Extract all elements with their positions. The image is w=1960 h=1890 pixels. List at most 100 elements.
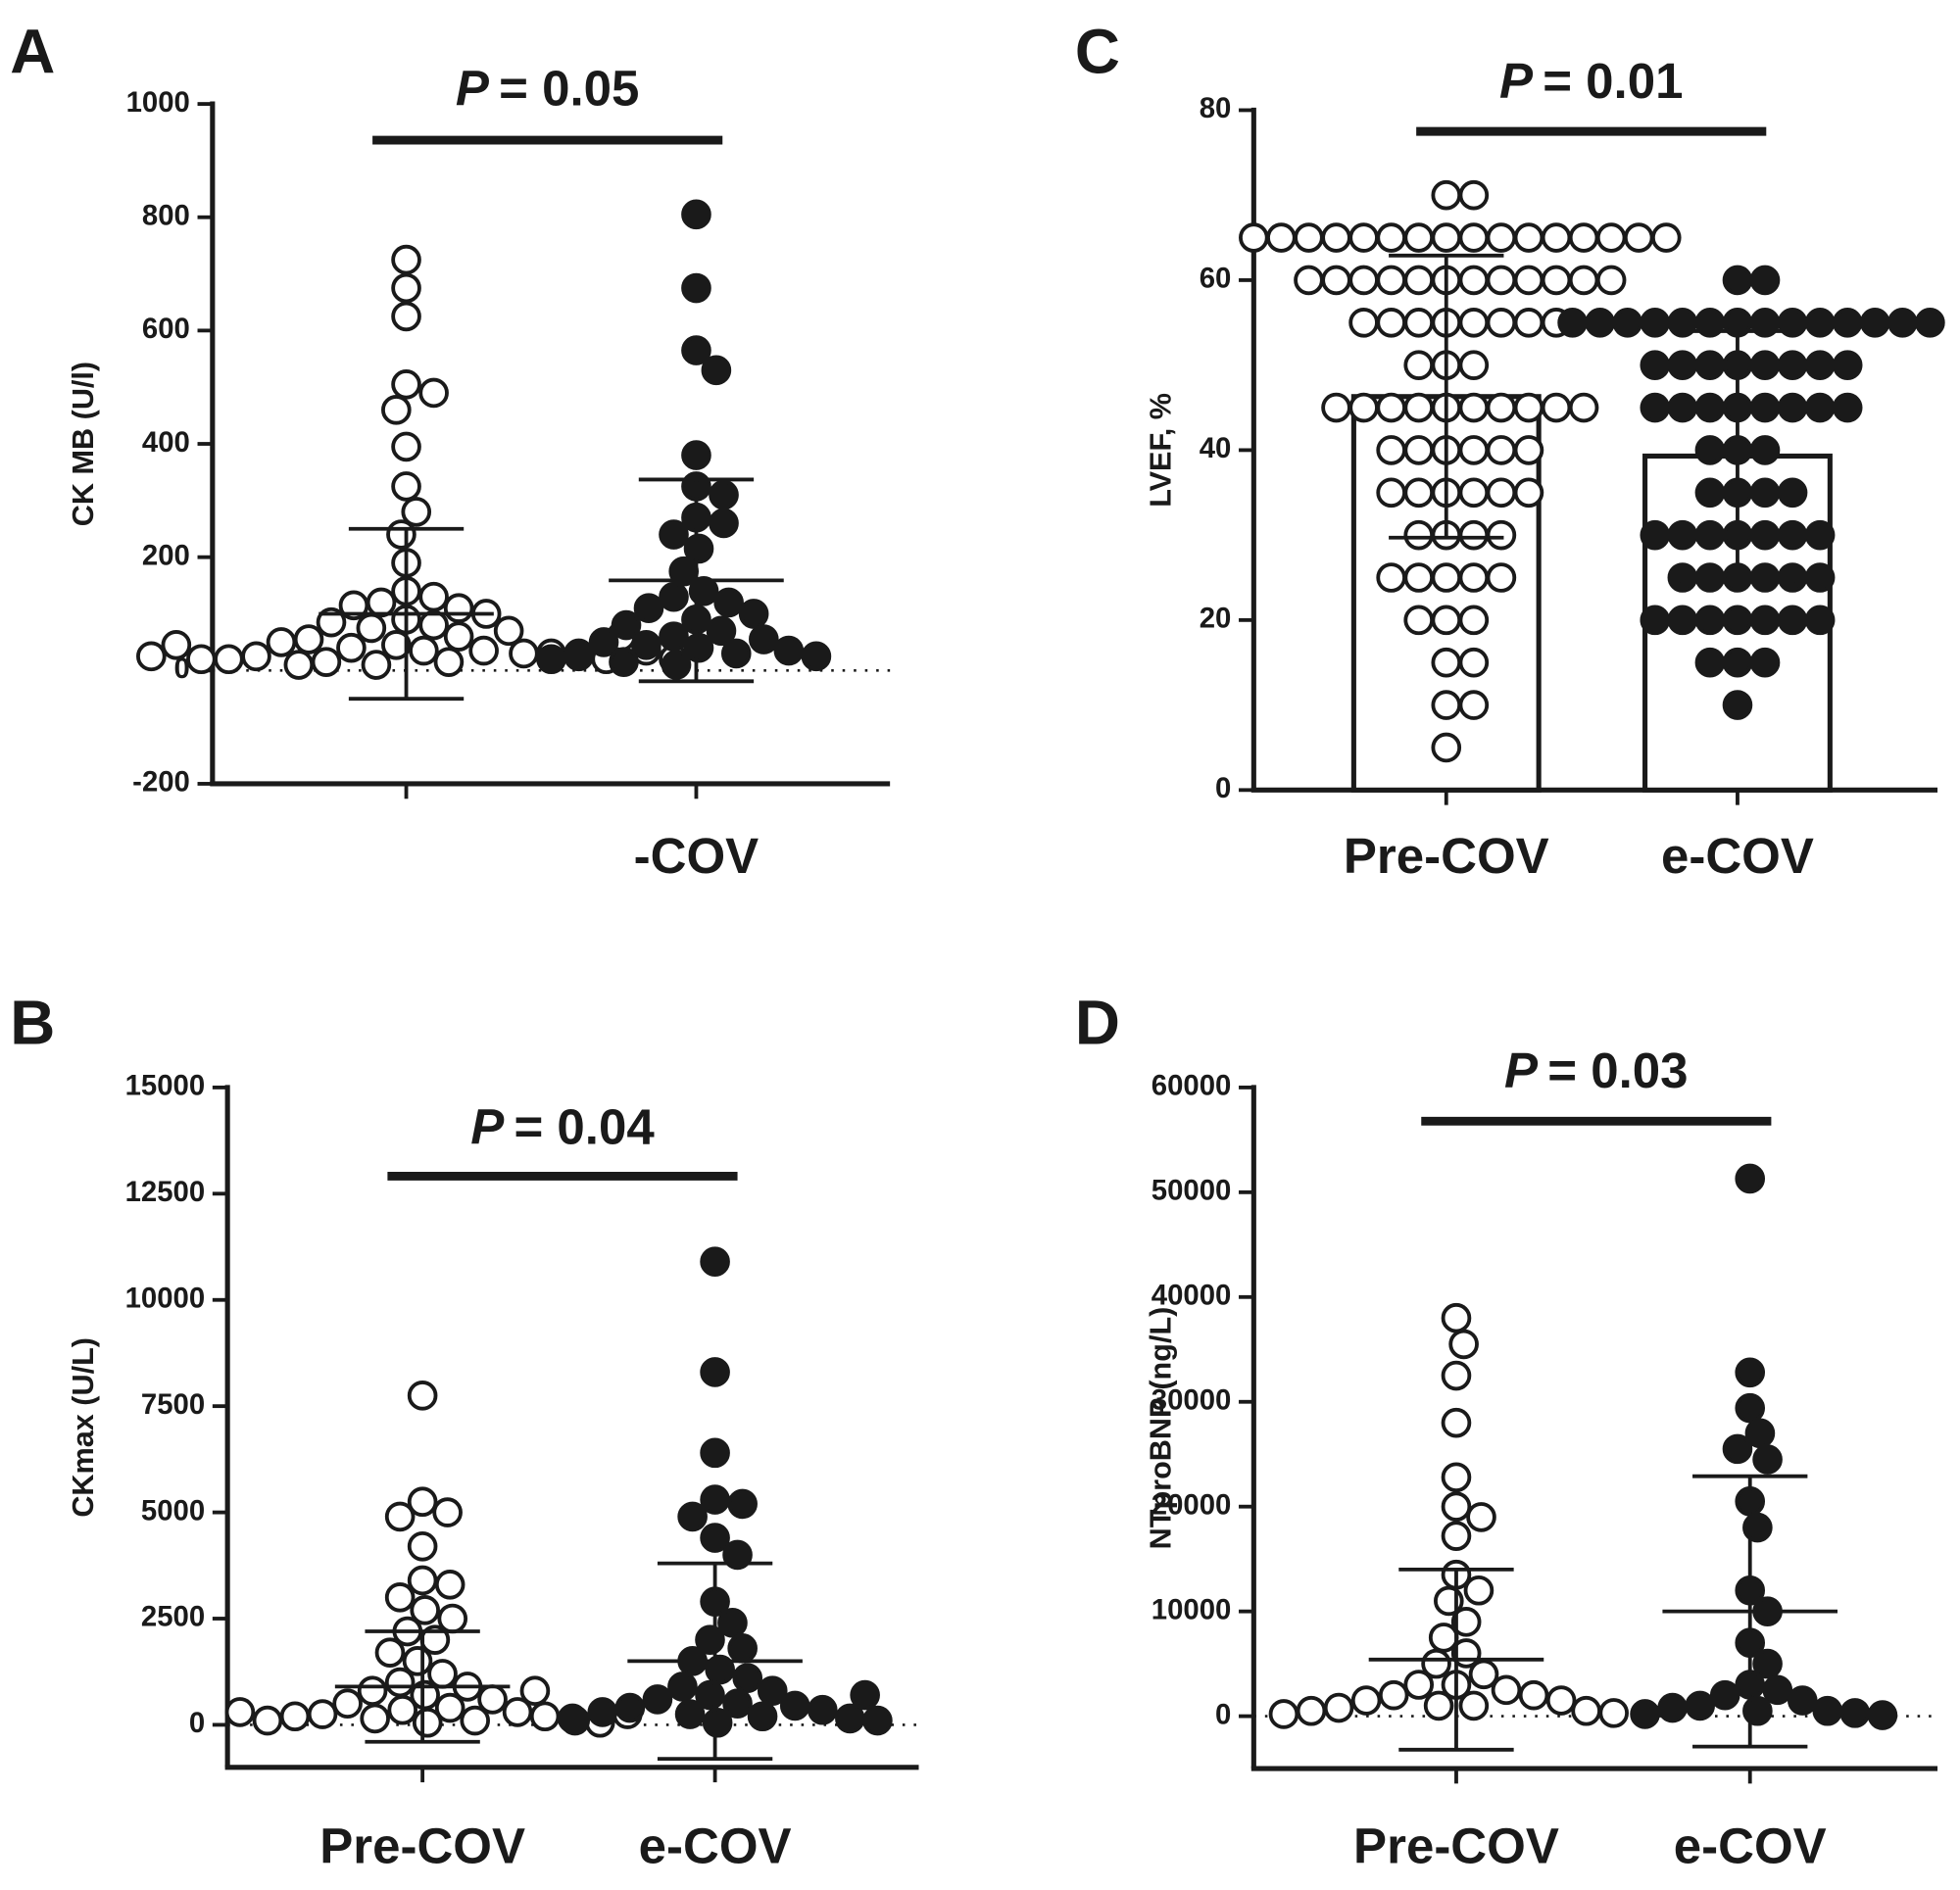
- data-point: [717, 1608, 748, 1638]
- data-point: [1722, 647, 1753, 678]
- data-point: [1350, 1685, 1382, 1716]
- data-point: [1722, 1433, 1753, 1465]
- panel-letter: A: [10, 16, 55, 86]
- data-point: [1762, 1674, 1793, 1706]
- data-point: [700, 1246, 730, 1278]
- data-point: [700, 1437, 730, 1469]
- data-point: [161, 629, 192, 660]
- data-point: [1839, 1698, 1871, 1728]
- x-tick-label: e-COV: [639, 1817, 792, 1873]
- y-tick-label: 20000: [1152, 1488, 1232, 1521]
- data-point: [519, 1675, 551, 1707]
- data-point: [418, 377, 449, 409]
- y-tick-label: 0: [189, 1707, 205, 1739]
- data-point: [1458, 519, 1490, 551]
- data-point: [1458, 690, 1490, 720]
- y-tick-label: 600: [142, 313, 190, 345]
- data-point: [1541, 392, 1572, 423]
- data-point: [1376, 435, 1406, 465]
- y-tick-label: 0: [1215, 1698, 1231, 1730]
- data-point: [1348, 307, 1379, 338]
- data-point: [720, 638, 752, 669]
- data-point: [1568, 265, 1599, 296]
- data-point: [1376, 265, 1406, 296]
- data-point: [384, 1582, 416, 1613]
- data-point: [252, 1705, 283, 1736]
- data-point: [1376, 307, 1406, 338]
- y-tick-label: 40000: [1152, 1280, 1232, 1312]
- data-point: [410, 1595, 440, 1625]
- data-point: [1915, 307, 1945, 338]
- data-point: [283, 650, 315, 680]
- data-point: [1722, 265, 1753, 296]
- data-point: [1486, 392, 1517, 423]
- data-point: [1486, 265, 1517, 296]
- data-point: [1458, 222, 1490, 253]
- p-value: P = 0.03: [1504, 1043, 1689, 1099]
- data-point: [1431, 647, 1462, 678]
- x-tick-label: Pre-COV: [319, 1817, 525, 1873]
- data-point: [1749, 477, 1781, 509]
- data-point: [1598, 1698, 1629, 1728]
- y-tick-label: 12500: [125, 1176, 206, 1208]
- data-point: [677, 1501, 708, 1532]
- data-point: [1694, 435, 1726, 465]
- y-tick-label: 1000: [126, 86, 190, 119]
- data-point: [357, 1675, 388, 1707]
- data-point: [700, 1484, 730, 1515]
- data-point: [1667, 350, 1698, 380]
- data-point: [1403, 307, 1435, 338]
- data-point: [1378, 1679, 1409, 1711]
- data-point: [1431, 222, 1462, 253]
- data-point: [493, 615, 524, 647]
- data-point: [1557, 307, 1588, 338]
- data-point: [1463, 1575, 1494, 1606]
- data-point: [1513, 265, 1544, 296]
- data-point: [381, 395, 412, 425]
- x-tick-label: -COV: [634, 828, 760, 884]
- data-point: [587, 1697, 618, 1727]
- data-point: [1403, 519, 1435, 551]
- data-point: [266, 627, 297, 657]
- data-point: [642, 1684, 673, 1715]
- y-tick-label: -200: [132, 766, 190, 799]
- data-point: [434, 1570, 466, 1600]
- data-point: [1787, 1685, 1818, 1716]
- data-point: [391, 368, 421, 400]
- y-tick-label: 0: [174, 653, 190, 685]
- data-point: [1458, 350, 1490, 380]
- data-point: [1832, 307, 1863, 338]
- data-point: [1545, 1685, 1577, 1716]
- data-point: [1735, 1163, 1766, 1194]
- y-axis-label: LVEF, %: [1144, 393, 1177, 508]
- data-point: [1403, 350, 1435, 380]
- data-point: [418, 581, 449, 612]
- data-point: [391, 244, 421, 275]
- p-value: P = 0.04: [470, 1099, 655, 1155]
- data-point: [1323, 1692, 1354, 1723]
- data-point: [1749, 605, 1781, 636]
- data-point: [1541, 222, 1572, 253]
- data-point: [460, 1705, 490, 1736]
- data-point: [407, 1381, 438, 1411]
- data-point: [683, 632, 714, 663]
- data-point: [1448, 1329, 1479, 1360]
- data-point: [1423, 1690, 1454, 1721]
- p-text: = 0.04: [514, 1099, 655, 1155]
- data-point: [186, 644, 217, 675]
- data-point: [1694, 477, 1726, 509]
- data-point: [1667, 562, 1698, 593]
- data-point: [1887, 307, 1918, 338]
- data-point: [1804, 605, 1836, 636]
- data-point: [732, 1663, 763, 1694]
- data-point: [1623, 222, 1654, 253]
- data-point: [659, 519, 689, 550]
- data-point: [1431, 562, 1462, 593]
- data-point: [1239, 222, 1269, 253]
- data-point: [713, 587, 744, 618]
- data-point: [1403, 562, 1435, 593]
- data-point: [747, 1701, 778, 1732]
- data-point: [674, 1699, 706, 1729]
- data-point: [1804, 392, 1836, 423]
